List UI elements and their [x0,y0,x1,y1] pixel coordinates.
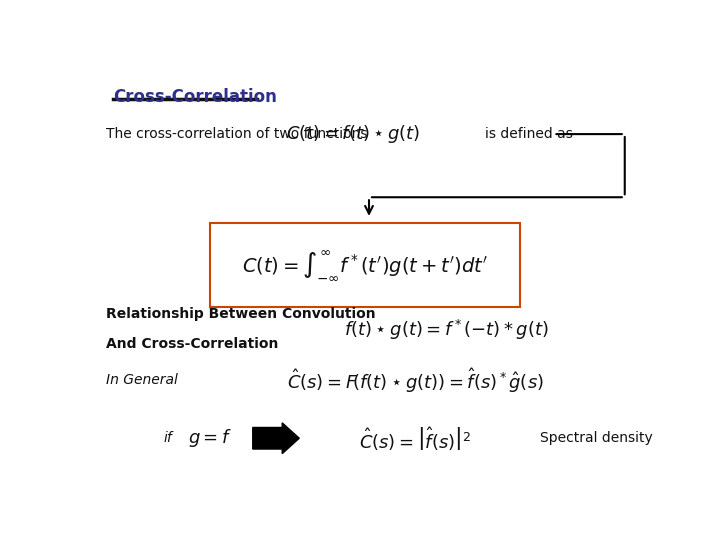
Text: $C(t) = f(t) \star g(t)$: $C(t) = f(t) \star g(t)$ [287,123,420,145]
Text: And Cross-Correlation: And Cross-Correlation [106,336,278,350]
Text: is defined as: is defined as [485,127,573,141]
Text: $g = f$: $g = f$ [188,427,232,449]
Text: Relationship Between Convolution: Relationship Between Convolution [106,307,375,321]
Text: $\hat{C}(s) = \left|\hat{f}(s)\right|^2$: $\hat{C}(s) = \left|\hat{f}(s)\right|^2$ [359,425,472,452]
Text: Cross-Correlation: Cross-Correlation [113,88,277,106]
Text: $f(t) \star g(t) = f^*(-t) * g(t)$: $f(t) \star g(t) = f^*(-t) * g(t)$ [344,319,549,342]
Bar [210,222,520,307]
Text: In General: In General [106,374,177,388]
Text: $\hat{C}(s) = F\!\left(f(t) \star g(t)\right) = \hat{f}(s)^*\hat{g}(s)$: $\hat{C}(s) = F\!\left(f(t) \star g(t)\r… [287,366,544,395]
Text: The cross-correlation of two functions: The cross-correlation of two functions [106,127,367,141]
Text: $C(t) = \int_{-\infty}^{\infty} f^*(t^\prime)g(t+t^\prime)dt^\prime$: $C(t) = \int_{-\infty}^{\infty} f^*(t^\p… [242,248,488,281]
Polygon shape [253,423,300,454]
Text: if: if [163,431,172,446]
Text: Spectral density: Spectral density [539,431,652,446]
